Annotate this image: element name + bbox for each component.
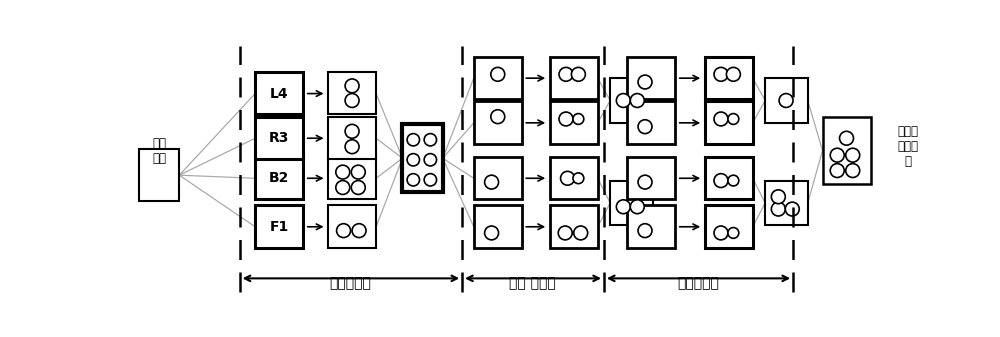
Bar <box>402 124 443 192</box>
Circle shape <box>407 133 420 146</box>
Bar <box>474 101 522 144</box>
Circle shape <box>714 112 728 126</box>
Bar <box>705 157 753 199</box>
Circle shape <box>559 67 573 81</box>
Circle shape <box>728 114 739 124</box>
Circle shape <box>573 173 584 184</box>
Bar <box>765 78 808 123</box>
Circle shape <box>616 94 630 108</box>
Circle shape <box>424 133 437 146</box>
Circle shape <box>573 114 584 124</box>
Bar <box>705 57 753 99</box>
Bar <box>550 101 598 144</box>
Bar <box>627 101 675 144</box>
Bar <box>627 57 675 99</box>
Circle shape <box>638 224 652 238</box>
Circle shape <box>561 171 575 185</box>
Circle shape <box>337 224 351 238</box>
Circle shape <box>638 120 652 133</box>
Bar <box>705 101 753 144</box>
Circle shape <box>485 226 499 240</box>
Circle shape <box>491 110 505 124</box>
Circle shape <box>630 200 644 214</box>
Circle shape <box>345 124 359 138</box>
Circle shape <box>424 174 437 186</box>
Bar <box>255 157 303 199</box>
Bar <box>328 117 376 159</box>
Bar <box>765 181 808 225</box>
Circle shape <box>785 202 799 216</box>
Text: B2: B2 <box>269 171 289 185</box>
Bar <box>550 57 598 99</box>
Circle shape <box>630 94 644 108</box>
Circle shape <box>771 190 785 204</box>
Circle shape <box>558 226 572 240</box>
Circle shape <box>407 174 420 186</box>
Bar <box>822 117 871 184</box>
Circle shape <box>559 112 573 126</box>
Bar <box>474 205 522 248</box>
Circle shape <box>771 202 785 216</box>
Bar <box>627 157 675 199</box>
Circle shape <box>830 148 844 162</box>
Bar <box>255 72 303 114</box>
Circle shape <box>571 67 585 81</box>
Bar <box>627 205 675 248</box>
Bar <box>255 117 303 159</box>
Bar <box>610 78 653 123</box>
Circle shape <box>574 226 588 240</box>
Circle shape <box>638 75 652 89</box>
Bar <box>550 205 598 248</box>
Circle shape <box>726 67 740 81</box>
Circle shape <box>846 148 860 162</box>
Circle shape <box>728 227 739 238</box>
Circle shape <box>830 164 844 178</box>
Text: 输入
影像: 输入 影像 <box>152 137 166 165</box>
Bar <box>474 57 522 99</box>
Bar <box>328 205 376 248</box>
Text: 第三层网络: 第三层网络 <box>678 276 719 290</box>
Bar <box>255 205 303 248</box>
Bar <box>139 149 179 202</box>
Bar <box>610 181 653 225</box>
Bar <box>705 205 753 248</box>
Circle shape <box>779 94 793 108</box>
Text: 第一层网络: 第一层网络 <box>330 276 371 290</box>
Circle shape <box>714 226 728 240</box>
Circle shape <box>345 79 359 93</box>
Circle shape <box>846 164 860 178</box>
Circle shape <box>407 154 420 166</box>
Circle shape <box>714 67 728 81</box>
Circle shape <box>485 175 499 189</box>
Text: 第二 层网络: 第二 层网络 <box>509 276 556 290</box>
Circle shape <box>616 200 630 214</box>
Text: L4: L4 <box>270 87 289 100</box>
Text: R3: R3 <box>269 131 289 145</box>
Text: 输出特
征点位
置: 输出特 征点位 置 <box>897 125 918 168</box>
Circle shape <box>352 224 366 238</box>
Bar <box>328 72 376 114</box>
Circle shape <box>714 174 728 187</box>
Bar <box>328 157 376 199</box>
Text: F1: F1 <box>270 220 289 234</box>
Circle shape <box>336 181 350 194</box>
Circle shape <box>491 67 505 81</box>
Circle shape <box>728 175 739 186</box>
Circle shape <box>351 181 365 194</box>
Bar <box>550 157 598 199</box>
Circle shape <box>424 154 437 166</box>
Circle shape <box>345 94 359 108</box>
Bar <box>474 157 522 199</box>
Circle shape <box>345 140 359 154</box>
Circle shape <box>336 165 350 179</box>
Circle shape <box>638 175 652 189</box>
Circle shape <box>840 131 854 145</box>
Circle shape <box>351 165 365 179</box>
